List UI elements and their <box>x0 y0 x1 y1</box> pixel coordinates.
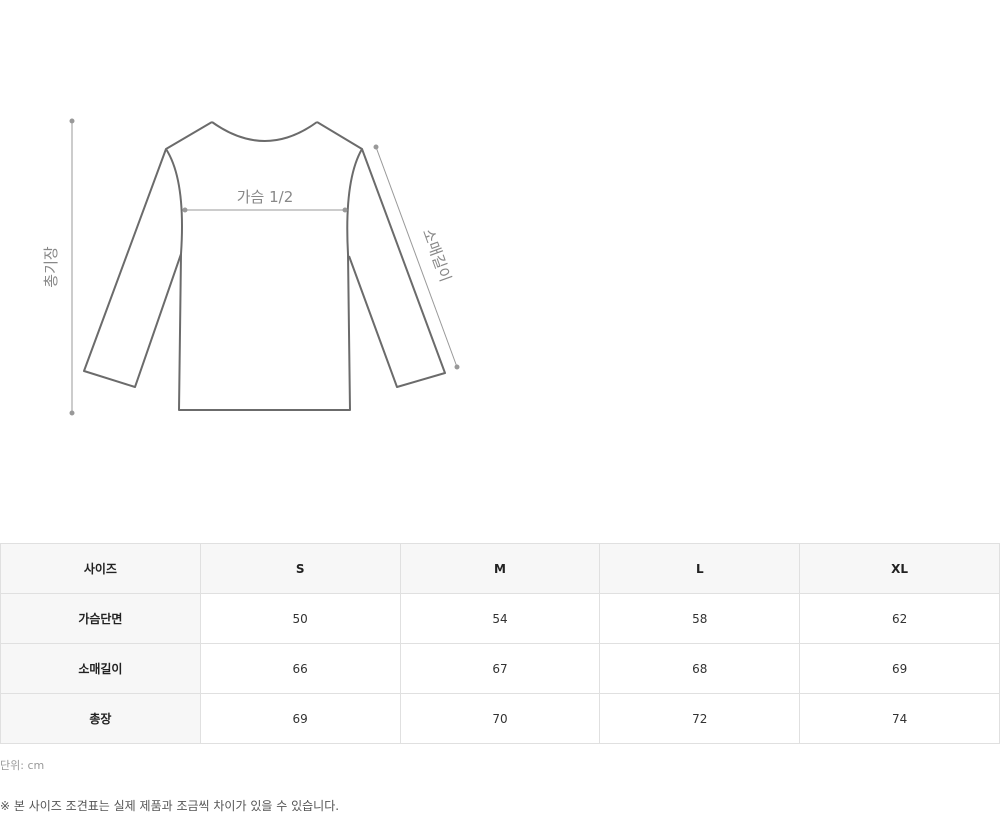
cell: 69 <box>199 693 401 744</box>
header-s: S <box>199 543 401 594</box>
cell: 68 <box>599 643 801 694</box>
chest-label: 가슴 1/2 <box>237 188 294 206</box>
cell: 54 <box>399 593 601 644</box>
size-diagram: 가슴 1/2 총기장 소매길이 <box>42 118 460 416</box>
header-m: M <box>399 543 601 594</box>
table-row: 소매길이 66 67 68 69 <box>0 643 1000 694</box>
row-label: 총장 <box>0 693 201 744</box>
cell: 67 <box>399 643 601 694</box>
sleeve-measure-line <box>373 144 460 370</box>
chest-measure-line <box>182 207 348 213</box>
unit-text: 단위: cm <box>0 759 45 772</box>
cell: 72 <box>599 693 801 744</box>
row-label: 가슴단면 <box>0 593 201 644</box>
cell: 70 <box>399 693 601 744</box>
header-size: 사이즈 <box>0 543 201 594</box>
table-header-row: 사이즈 S M L XL <box>0 543 1000 594</box>
size-table: 사이즈 S M L XL 가슴단면 50 54 58 62 소매길이 66 67… <box>0 543 1000 744</box>
cell: 62 <box>799 593 1000 644</box>
length-measure-line <box>69 118 75 416</box>
length-label: 총기장 <box>42 246 60 288</box>
cell: 69 <box>799 643 1000 694</box>
cell: 74 <box>799 693 1000 744</box>
header-l: L <box>599 543 801 594</box>
header-xl: XL <box>799 543 1000 594</box>
table-row: 가슴단면 50 54 58 62 <box>0 593 1000 644</box>
shirt-outline <box>83 121 446 411</box>
table-row: 총장 69 70 72 74 <box>0 693 1000 744</box>
cell: 50 <box>199 593 401 644</box>
sleeve-label: 소매길이 <box>419 226 455 284</box>
row-label: 소매길이 <box>0 643 201 694</box>
cell: 58 <box>599 593 801 644</box>
disclaimer-note: ※ 본 사이즈 조견표는 실제 제품과 조금씩 차이가 있을 수 있습니다. <box>0 799 340 813</box>
cell: 66 <box>199 643 401 694</box>
